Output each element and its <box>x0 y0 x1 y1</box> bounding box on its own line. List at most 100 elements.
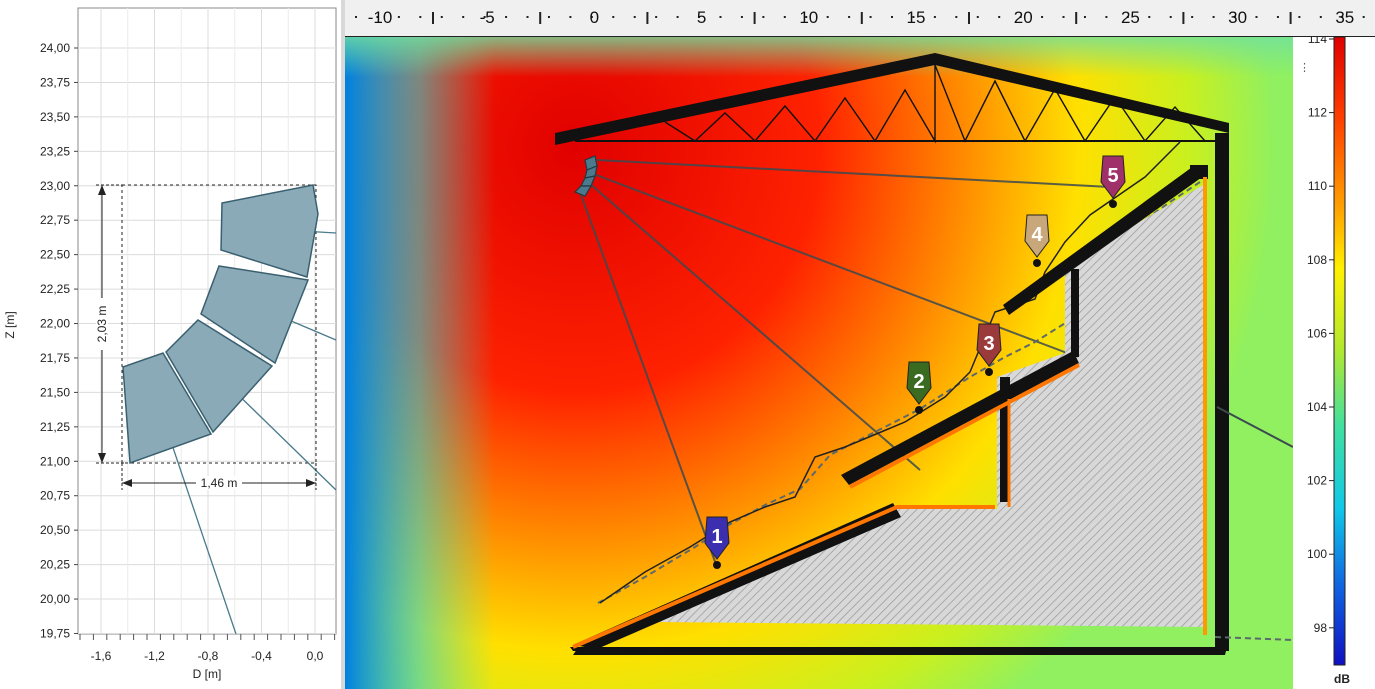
x-tick-label: -1,2 <box>144 649 165 663</box>
y-tick-label: 21,75 <box>40 351 70 365</box>
receiver-point <box>1033 259 1041 267</box>
truss-web <box>664 64 1206 144</box>
ruler-major-tick <box>1289 12 1292 24</box>
upper-tier <box>1003 165 1205 315</box>
y-tick-label: 20,00 <box>40 592 70 606</box>
y-tick-label: 22,00 <box>40 317 70 331</box>
receiver-marker-label: 4 <box>1031 224 1043 246</box>
colorbar-unit: dB <box>1334 672 1350 686</box>
ruler-major-tick <box>1182 12 1185 24</box>
y-tick-label: 20,50 <box>40 523 70 537</box>
ruler-major-tick <box>432 12 434 24</box>
receiver-marker-label: 3 <box>983 333 994 355</box>
x-tick-label: -1,6 <box>91 649 112 663</box>
receiver-point <box>1109 200 1117 208</box>
ruler-label: 25 <box>1121 8 1140 27</box>
distance-ruler: -10 -5 0 5 10 15 20 25 30 35 <box>345 0 1375 38</box>
ruler-major-tick <box>753 12 756 24</box>
colorbar-tick-label: 112 <box>1308 106 1327 120</box>
y-tick-label: 23,25 <box>40 144 70 158</box>
roof <box>555 53 1229 145</box>
arrow-up-icon <box>98 185 106 195</box>
ruler-major-tick <box>646 12 649 24</box>
receiver-marker-label: 5 <box>1107 165 1118 187</box>
receiver-point <box>915 406 923 414</box>
spl-field-top-region <box>345 37 1293 77</box>
building-interior <box>657 185 1203 627</box>
middle-tier-edge <box>998 385 1020 406</box>
receiver-marker-label: 2 <box>913 371 924 393</box>
y-tick-label: 19,75 <box>40 626 70 640</box>
receiver-point <box>713 561 721 569</box>
x-tick-label: -0,8 <box>198 649 219 663</box>
colorbar-tick-label: 108 <box>1307 253 1327 267</box>
rear-wall <box>1215 133 1229 647</box>
ruler-label: 30 <box>1228 8 1247 27</box>
y-tick-label: 23,00 <box>40 179 70 193</box>
line-array[interactable] <box>573 155 598 197</box>
ruler-major-tick <box>860 12 863 24</box>
arrow-right-icon <box>306 479 316 487</box>
array-cabinet-2 <box>200 265 310 365</box>
array-cabinet-3 <box>165 319 274 434</box>
ruler-major-tick <box>1075 12 1078 24</box>
x-tick-label: -0,4 <box>251 649 272 663</box>
receiver-marker-label: 1 <box>711 526 722 548</box>
receiver-marker-2[interactable]: 2 <box>906 361 932 414</box>
ruler-scale: -10 -5 0 5 10 15 20 25 30 35 <box>355 8 1365 27</box>
colorbar-tick-label: 104 <box>1307 400 1327 414</box>
colorbar-tick-label: 100 <box>1307 547 1327 561</box>
y-tick-label: 23,50 <box>40 110 70 124</box>
array-bounding-box <box>121 184 317 464</box>
ruler-label: 10 <box>799 8 818 27</box>
y-tick-label: 24,00 <box>40 41 70 55</box>
panel-divider[interactable] <box>341 0 345 689</box>
y-tick-label: 22,25 <box>40 282 70 296</box>
ruler-label: -5 <box>480 8 495 27</box>
spl-mapping-canvas[interactable]: 1 2 3 4 5 <box>345 37 1293 689</box>
receiver-marker-4[interactable]: 4 <box>1024 214 1050 267</box>
receiver-point <box>985 368 993 376</box>
spl-mapping-view[interactable]: 1 2 3 4 5 <box>345 37 1293 689</box>
array-cabinet-1 <box>220 184 319 278</box>
ruler-major-tick <box>539 12 542 24</box>
listening-plane-floor <box>1214 636 1293 641</box>
floor-slab <box>570 639 1229 651</box>
colorbar-ticks: 114 112 110 108 106 104 102 100 98 <box>1307 37 1334 635</box>
colorbar-gradient <box>1333 37 1346 666</box>
colorbar-scroll-icon[interactable]: ⋮ <box>1299 62 1310 74</box>
array-cabinet-4 <box>122 352 213 465</box>
arrow-down-icon <box>98 453 106 463</box>
array-box-4 <box>573 185 593 197</box>
ruler-label: 0 <box>590 8 599 27</box>
ruler-label: -10 <box>368 8 393 27</box>
dimension-label-bg <box>196 476 242 490</box>
receiver-marker-3[interactable]: 3 <box>976 323 1002 376</box>
floor-edge <box>573 639 1229 655</box>
aim-ray <box>224 381 337 491</box>
y-tick-label: 21,25 <box>40 420 70 434</box>
y-tick-labels: 24,00 23,75 23,50 23,25 23,00 22,75 22,50 22,25… <box>40 41 70 640</box>
receiver-marker-5[interactable]: 5 <box>1100 155 1126 208</box>
ruler-major-tick <box>968 12 970 24</box>
height-dimension-label: 2,03 m <box>95 306 109 343</box>
y-tick-label: 20,75 <box>40 489 70 503</box>
upper-tier-rail <box>1190 165 1208 179</box>
y-tick-label: 22,75 <box>40 213 70 227</box>
y-tick-label: 21,50 <box>40 385 70 399</box>
middle-tier <box>841 351 1079 485</box>
dimension-label-bg <box>96 298 108 350</box>
y-tick-label: 20,25 <box>40 558 70 572</box>
colorbar-tick-label: 102 <box>1307 474 1327 488</box>
y-axis-title: Z [m] <box>3 311 17 338</box>
aim-ray <box>164 423 237 635</box>
x-tick-labels: -1,6 -1,2 -0,8 -0,4 0,0 <box>91 649 324 663</box>
y-tick-label: 22,50 <box>40 248 70 262</box>
y-tick-label: 21,00 <box>40 454 70 468</box>
ruler-label: 35 <box>1335 8 1354 27</box>
receiver-marker-1[interactable]: 1 <box>704 516 730 569</box>
colorbar-scale: ⋮ 114 112 110 108 106 104 102 100 98 dB <box>1299 37 1350 686</box>
y-tick-label: 23,75 <box>40 75 70 89</box>
aim-line <box>1216 406 1293 448</box>
middle-tier-surface <box>849 363 1080 489</box>
